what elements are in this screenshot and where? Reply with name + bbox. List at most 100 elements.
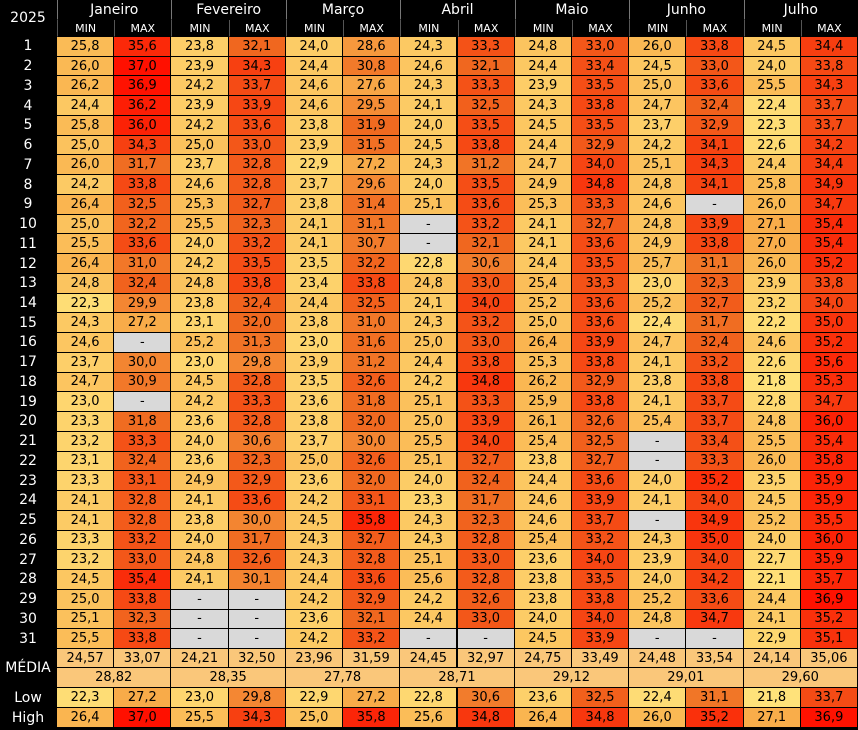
temp-cell: 23,7 — [629, 115, 687, 136]
temp-cell: 33,6 — [228, 115, 286, 136]
temp-cell: 32,7 — [343, 530, 401, 551]
temp-cell: 27,0 — [743, 234, 801, 255]
temp-cell: 26,0 — [743, 451, 801, 472]
min-max-header: MIN — [57, 20, 115, 37]
temp-cell: 32,3 — [686, 273, 744, 294]
temp-cell: 31,2 — [457, 155, 515, 176]
temp-cell: 24,8 — [629, 214, 687, 235]
temp-cell: 32,6 — [343, 372, 401, 393]
temp-cell: 23,8 — [629, 372, 687, 393]
temp-cell: 24,9 — [514, 175, 572, 195]
high-cell: 26,4 — [514, 708, 572, 728]
temp-cell: 33,8 — [114, 629, 172, 649]
temp-cell: 24,3 — [57, 313, 115, 334]
temp-cell: 23,6 — [514, 550, 572, 571]
min-max-header: MIN — [514, 20, 572, 37]
temp-cell: 23,8 — [171, 37, 229, 57]
temp-cell: 33,8 — [228, 273, 286, 294]
high-cell: 27,1 — [743, 708, 801, 728]
temp-cell: 24,2 — [285, 589, 344, 610]
temp-cell: 24,6 — [285, 76, 344, 97]
temp-cell: 33,5 — [457, 175, 515, 195]
temp-cell: 25,5 — [171, 214, 229, 235]
temp-cell: 29,8 — [228, 352, 286, 373]
min-max-header: MAX — [457, 20, 515, 37]
min-max-header: MAX — [571, 20, 630, 37]
temp-cell: 33,3 — [228, 392, 286, 413]
temp-cell: 24,4 — [743, 589, 801, 610]
temp-cell: 30,0 — [114, 352, 172, 373]
temp-cell: 22,9 — [743, 629, 801, 649]
temp-cell: 24,3 — [400, 37, 458, 57]
media-combined: 28,82 — [57, 668, 172, 688]
temp-cell: 24,4 — [743, 155, 801, 176]
temp-cell: 25,5 — [743, 431, 801, 452]
temp-cell: 32,3 — [228, 451, 286, 472]
temp-cell: - — [171, 629, 229, 649]
high-cell: 25,6 — [400, 708, 458, 728]
day-label: 9 — [0, 194, 57, 215]
temp-cell: 32,7 — [571, 214, 630, 235]
temp-cell: 33,2 — [571, 530, 630, 551]
temp-cell: 32,2 — [114, 214, 172, 235]
temp-cell: 36,2 — [114, 96, 172, 116]
temp-cell: 29,6 — [343, 175, 401, 195]
high-cell: 26,4 — [57, 708, 115, 728]
temp-cell: 33,3 — [457, 392, 515, 413]
temp-cell: 25,0 — [57, 589, 115, 610]
temp-cell: 26,2 — [514, 372, 572, 393]
temp-cell: 23,8 — [514, 589, 572, 610]
temp-cell: 34,3 — [800, 76, 858, 97]
temp-cell: 32,1 — [228, 37, 286, 57]
temp-cell: 22,4 — [743, 96, 801, 116]
temp-cell: 35,9 — [800, 550, 858, 571]
temp-cell: 24,6 — [285, 96, 344, 116]
temp-cell: 24,6 — [171, 175, 229, 195]
temp-cell: 32,4 — [228, 293, 286, 314]
min-max-header: MAX — [343, 20, 401, 37]
temp-cell: 26,1 — [514, 412, 572, 432]
temp-cell: 32,4 — [114, 273, 172, 294]
temp-cell: 35,8 — [800, 451, 858, 472]
temp-cell: 24,6 — [400, 56, 458, 77]
temp-cell: 32,3 — [457, 510, 515, 531]
temp-cell: 25,6 — [400, 570, 458, 590]
high-cell: 36,9 — [800, 708, 858, 728]
temp-cell: 25,0 — [629, 76, 687, 97]
temp-cell: 35,0 — [800, 313, 858, 334]
temp-cell: 32,4 — [114, 451, 172, 472]
temp-cell: 31,7 — [228, 530, 286, 551]
temp-cell: 31,0 — [114, 254, 172, 274]
temp-cell: 24,6 — [57, 333, 115, 353]
temp-cell: 34,9 — [800, 175, 858, 195]
high-cell: 35,2 — [686, 708, 744, 728]
temp-cell: 33,9 — [457, 412, 515, 432]
high-cell: 25,0 — [285, 708, 344, 728]
temp-cell: 33,8 — [457, 352, 515, 373]
temp-cell: 33,9 — [571, 491, 630, 511]
temp-cell: 24,1 — [171, 570, 229, 590]
temp-cell: 23,3 — [57, 412, 115, 432]
temp-cell: - — [400, 214, 458, 235]
temp-cell: 24,0 — [400, 115, 458, 136]
media-cell: 32,97 — [457, 649, 515, 668]
temp-cell: 34,0 — [686, 491, 744, 511]
low-cell: 32,5 — [571, 688, 630, 708]
high-label: High — [0, 708, 57, 728]
temp-cell: 29,5 — [343, 96, 401, 116]
temp-cell: 28,6 — [343, 37, 401, 57]
month-header: Fevereiro — [171, 0, 286, 20]
day-label: 22 — [0, 451, 57, 472]
temp-cell: 24,2 — [57, 175, 115, 195]
temp-cell: 24,6 — [743, 333, 801, 353]
temp-cell: 35,9 — [800, 471, 858, 492]
temp-cell: - — [114, 392, 172, 413]
temp-cell: - — [400, 234, 458, 255]
temp-cell: 23,6 — [285, 471, 344, 492]
temp-cell: 33,8 — [343, 273, 401, 294]
temp-cell: 24,5 — [171, 372, 229, 393]
temp-cell: 27,2 — [343, 155, 401, 176]
temp-cell: 35,6 — [800, 352, 858, 373]
day-label: 12 — [0, 254, 57, 274]
temp-cell: 24,5 — [285, 510, 344, 531]
